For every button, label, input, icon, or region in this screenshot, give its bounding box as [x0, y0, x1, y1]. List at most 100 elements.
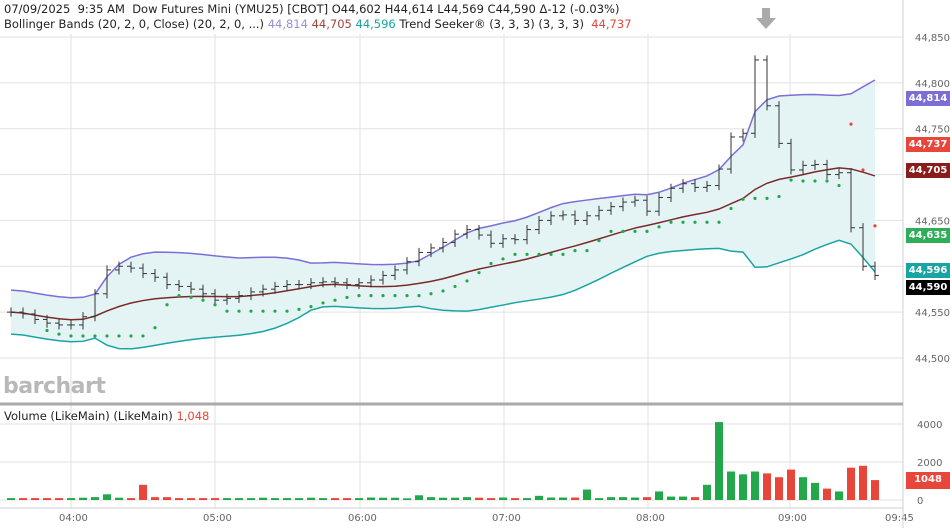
volume-bar	[103, 494, 111, 500]
ts-value: 44,737	[591, 17, 632, 31]
ohlc-bar	[751, 55, 759, 138]
trend-seeker-dot	[285, 309, 289, 313]
ohlc-bar	[691, 179, 699, 192]
trend-seeker-dot	[57, 332, 61, 336]
trend-seeker-dot	[105, 334, 109, 338]
ohlc-bar	[367, 275, 375, 288]
volume-bar	[763, 473, 771, 500]
volume-bar	[271, 498, 279, 500]
volume-bar	[379, 497, 387, 500]
ohlc-bar	[571, 210, 579, 225]
ohlc-bar	[331, 277, 339, 288]
volume-bar	[451, 497, 459, 500]
volume-label[interactable]: Volume (LikeMain) (LikeMain)	[4, 409, 173, 423]
ohlc-bar	[127, 261, 135, 273]
trend-seeker-dot	[141, 334, 145, 338]
ohlc-bar	[763, 55, 771, 111]
volume-bar	[319, 498, 327, 500]
volume-bar	[487, 498, 495, 500]
volume-bar	[619, 497, 627, 500]
ohlc-bar	[427, 243, 435, 258]
ohlc-bar	[631, 195, 639, 207]
trend-seeker-dot	[369, 293, 373, 298]
ohlc-bar	[715, 164, 723, 191]
instrument: Dow Futures Mini (YMU25) [CBOT]	[132, 2, 329, 16]
ohlc-bar	[43, 314, 51, 328]
trend-seeker-dot	[489, 261, 493, 266]
trend-seeker-dot	[309, 304, 313, 309]
low: L44,569	[437, 2, 484, 16]
trend-seeker-dot	[429, 292, 433, 296]
ohlc-bar	[163, 272, 171, 290]
trend-seeker-dot	[717, 220, 721, 224]
y-tick-label: 44,800	[915, 79, 950, 90]
ohlc-bar	[775, 101, 783, 148]
trend-seeker-dot	[729, 206, 733, 211]
volume-bar	[571, 497, 579, 500]
volume-bar	[427, 497, 435, 500]
volume-bar	[7, 498, 15, 500]
y-tick-label: 44,750	[915, 125, 950, 136]
trend-seeker-dot	[69, 334, 73, 338]
volume-bar	[115, 497, 123, 500]
y-tick-label: 44,500	[915, 354, 950, 365]
change: Δ-12 (-0.03%)	[539, 2, 620, 16]
volume-bar	[811, 482, 819, 500]
trend-seeker-dot	[837, 183, 841, 188]
price-header: 07/09/2025 9:35 AM Dow Futures Mini (YMU…	[4, 2, 619, 16]
trend-seeker-dot	[345, 295, 349, 300]
volume-bar	[715, 422, 723, 500]
volume-bar	[739, 474, 747, 500]
ohlc-bar	[139, 263, 147, 279]
volume-bar	[391, 497, 399, 500]
ohlc-bar	[55, 318, 63, 330]
ohlc-bar	[703, 180, 711, 192]
bb-upper: 44,814	[267, 17, 308, 31]
ohlc-bar	[499, 234, 507, 248]
ohlc-bar	[439, 237, 447, 253]
trend-seeker-dot	[777, 194, 781, 199]
ohlc-bar	[619, 197, 627, 212]
y-tick-label: 44,650	[915, 216, 950, 227]
ohlc-bar	[667, 183, 675, 203]
ohlc-bar	[679, 179, 687, 193]
volume-bar	[727, 471, 735, 500]
ohlc-bar	[811, 159, 819, 170]
volume-bar	[751, 471, 759, 500]
ohlc-bar	[271, 281, 279, 294]
trend-seeker-dot	[213, 303, 217, 307]
volume-bar	[475, 497, 483, 500]
ts-label[interactable]: Trend Seeker® (3, 3, 3) (3, 3, 3)	[399, 17, 584, 31]
trend-seeker-dot	[225, 309, 229, 313]
ohlc-bar	[799, 160, 807, 175]
volume-bar	[151, 497, 159, 500]
ohlc-bar	[523, 224, 531, 245]
bb-label[interactable]: Bollinger Bands (20, 2, 0, Close) (20, 2…	[4, 17, 265, 31]
volume-bar	[67, 498, 75, 500]
volume-bar	[139, 484, 147, 500]
ohlc-bar	[295, 280, 303, 290]
volume-bar	[331, 498, 339, 500]
volume-bar	[307, 497, 315, 500]
price-tag: 44,635	[906, 228, 950, 244]
ohlc-bar	[727, 132, 735, 174]
volume-bar	[31, 498, 39, 500]
price-tag: 44,596	[906, 262, 950, 278]
ohlc-bar	[283, 280, 291, 292]
trend-seeker-dot	[657, 225, 661, 229]
ohlc-bar	[787, 138, 795, 175]
volume-bar	[43, 498, 51, 500]
trend-seeker-dot	[525, 252, 529, 256]
volume-bar	[403, 498, 411, 500]
trend-seeker-dot	[405, 293, 409, 298]
trend-seeker-dot	[789, 178, 793, 182]
volume-bar	[247, 498, 255, 500]
ohlc-bar	[247, 287, 255, 301]
volume-bar	[787, 469, 795, 500]
volume-bar	[163, 497, 171, 500]
ohlc-bar	[415, 247, 423, 267]
volume-bar	[799, 477, 807, 500]
volume-bar	[703, 484, 711, 500]
